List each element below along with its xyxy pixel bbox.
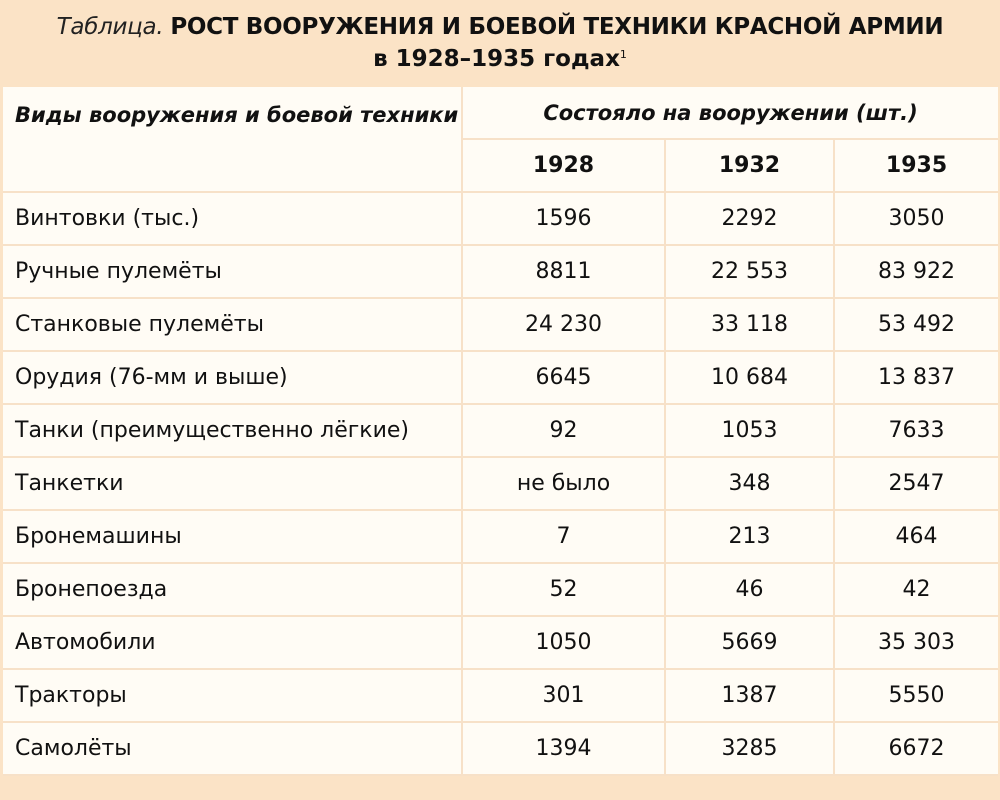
table-row: Тракторы 301 1387 5550 [3,668,999,723]
title-main: РОСТ ВООРУЖЕНИЯ И БОЕВОЙ ТЕХНИКИ КРАСНОЙ… [170,14,944,40]
row-label: Автомобили [3,615,463,670]
title-years: в 1928–1935 годах [373,46,620,72]
row-label: Бронепоезда [3,562,463,617]
footnote-mark: 1 [619,48,627,61]
cell-value-1928: 8811 [461,244,666,299]
cell-value-1928: 301 [461,668,666,723]
years-row: 1928 1932 1935 [3,138,999,193]
header-row: Виды вооружения и боевой техники Состоял… [3,87,999,193]
title-prefix: Таблица. [56,14,164,40]
cell-value-1935: 464 [832,509,999,564]
row-label: Танки (преимущественно лёгкие) [3,403,463,458]
table-row: Орудия (76-мм и выше) 6645 10 684 13 837 [3,350,999,405]
cell-value-1935: 13 837 [832,350,999,405]
table-row: Станковые пулемёты 24 230 33 118 53 492 [3,297,999,352]
cell-value-1935: 2547 [832,456,999,511]
row-label: Тракторы [3,668,463,723]
cell-value-1928: 7 [461,509,666,564]
cell-value-1928: 6645 [461,350,666,405]
row-label: Винтовки (тыс.) [3,191,463,246]
cell-value-1932: 3285 [664,721,835,776]
row-label: Станковые пулемёты [3,297,463,352]
cell-value-1932: 2292 [664,191,835,246]
cell-value-1928: 1394 [461,721,666,776]
armament-table: Виды вооружения и боевой техники Состоял… [3,87,999,776]
table-row: Бронепоезда 52 46 42 [3,562,999,617]
row-label: Ручные пулемёты [3,244,463,299]
cell-value-1928: 1596 [461,191,666,246]
cell-value-1928: 1050 [461,615,666,670]
table-title: Таблица. РОСТ ВООРУЖЕНИЯ И БОЕВОЙ ТЕХНИК… [0,0,1000,87]
cell-value-1935: 6672 [832,721,999,776]
cell-value-1935: 83 922 [832,244,999,299]
table-row: Бронемашины 7 213 464 [3,509,999,564]
cell-value-1932: 348 [664,456,835,511]
cell-value-1935: 53 492 [832,297,999,352]
year-header: 1932 [664,138,835,193]
table-row: Автомобили 1050 5669 35 303 [3,615,999,670]
row-label: Орудия (76-мм и выше) [3,350,463,405]
cell-value-1932: 1053 [664,403,835,458]
col-header-group: Состояло на вооружении (шт.) [460,87,999,140]
cell-value-1932: 213 [664,509,835,564]
cell-value-1935: 5550 [832,668,999,723]
cell-value-1932: 1387 [664,668,835,723]
cell-value-1932: 46 [664,562,835,617]
cell-value-1928: 52 [461,562,666,617]
cell-value-1935: 3050 [832,191,999,246]
table-row: Винтовки (тыс.) 1596 2292 3050 [3,191,999,246]
cell-value-1935: 35 303 [832,615,999,670]
cell-value-1928: 24 230 [461,297,666,352]
title-line-2: в 1928–1935 годах1 [0,46,1000,72]
cell-value-1928: 92 [461,403,666,458]
col-header-types: Виды вооружения и боевой техники [3,87,463,193]
cell-value-1935: 42 [832,562,999,617]
cell-value-1932: 10 684 [664,350,835,405]
cell-value-1932: 5669 [664,615,835,670]
title-line-1: Таблица. РОСТ ВООРУЖЕНИЯ И БОЕВОЙ ТЕХНИК… [0,14,1000,40]
table-row: Танкетки не было 348 2547 [3,456,999,511]
row-label: Танкетки [3,456,463,511]
table-row: Ручные пулемёты 8811 22 553 83 922 [3,244,999,299]
cell-value-1932: 22 553 [664,244,835,299]
table-row: Самолёты 1394 3285 6672 [3,721,999,776]
year-header: 1928 [462,138,666,193]
row-label: Бронемашины [3,509,463,564]
cell-value-1928: не было [461,456,666,511]
year-header: 1935 [832,138,999,193]
row-label: Самолёты [3,721,463,776]
table-row: Танки (преимущественно лёгкие) 92 1053 7633 [3,403,999,458]
cell-value-1932: 33 118 [664,297,835,352]
cell-value-1935: 7633 [832,403,999,458]
